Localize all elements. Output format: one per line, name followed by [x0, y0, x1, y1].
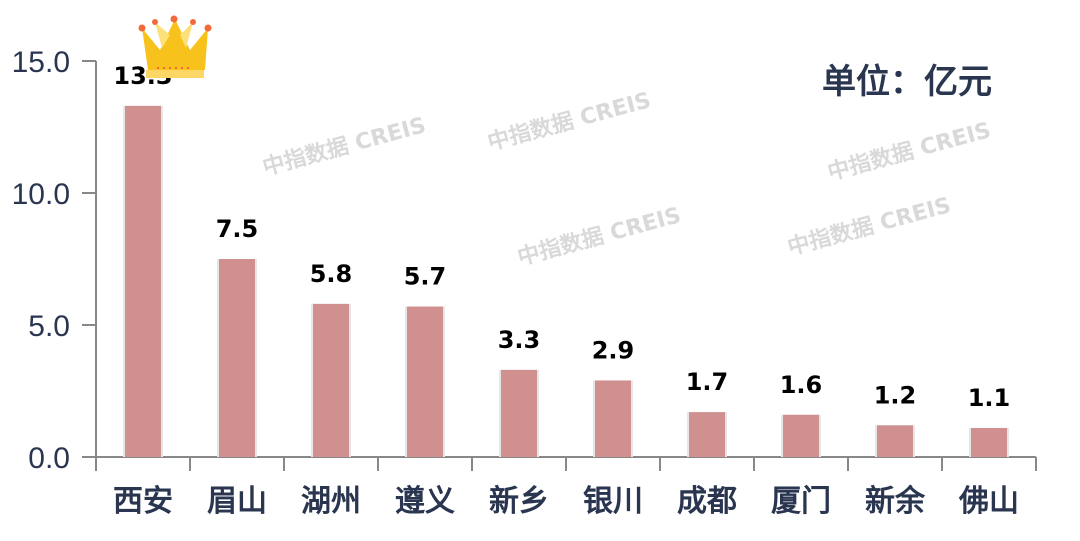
data-label: 1.6	[780, 371, 823, 399]
x-category-label: 新乡	[489, 484, 549, 519]
x-category-label: 西安	[113, 484, 173, 519]
bar	[501, 369, 537, 457]
y-tick-label: 5.0	[28, 310, 70, 343]
y-tick-label: 10.0	[12, 178, 70, 211]
y-tick-label: 0.0	[28, 442, 70, 475]
watermark: 中指数据 CREIS	[515, 202, 684, 271]
bar	[313, 303, 349, 457]
data-label: 2.9	[592, 336, 635, 364]
data-label: 5.7	[404, 263, 447, 291]
bar	[595, 380, 631, 457]
data-label: 7.5	[216, 215, 259, 243]
x-category-label: 新余	[865, 484, 926, 519]
x-category-label: 湖州	[301, 484, 361, 519]
watermark: 中指数据 CREIS	[785, 192, 954, 261]
bar	[783, 414, 819, 457]
bar	[971, 427, 1007, 457]
bar	[125, 105, 161, 457]
data-label: 1.2	[874, 381, 917, 409]
x-category-label: 眉山	[207, 484, 267, 519]
x-category-label: 厦门	[771, 484, 831, 519]
bar	[219, 259, 255, 457]
watermark: 中指数据 CREIS	[485, 87, 654, 156]
crown-icon	[138, 15, 212, 78]
y-tick-label: 15.0	[12, 46, 70, 79]
x-category-label: 银川	[583, 484, 643, 519]
data-label: 1.7	[686, 368, 729, 396]
data-label: 3.3	[498, 326, 541, 354]
bar	[407, 306, 443, 457]
watermark: 中指数据 CREIS	[260, 112, 429, 181]
data-label: 1.1	[968, 384, 1011, 412]
x-category-label: 遵义	[395, 484, 455, 519]
x-category-label: 佛山	[958, 484, 1019, 519]
watermark: 中指数据 CREIS	[825, 117, 994, 186]
data-label: 5.8	[310, 260, 353, 288]
unit-label: 单位：亿元	[822, 62, 992, 102]
x-category-label: 成都	[677, 484, 737, 519]
bar	[877, 425, 913, 457]
bar	[689, 412, 725, 457]
